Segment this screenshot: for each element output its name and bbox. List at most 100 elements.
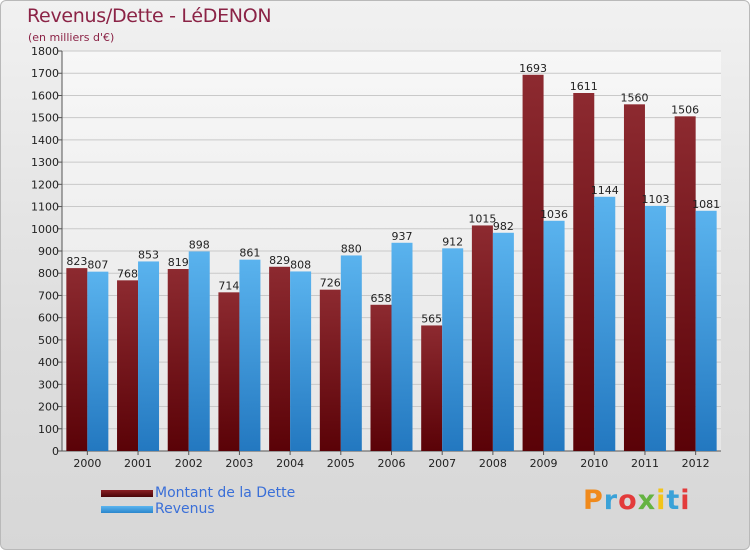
- x-tick-label: 2002: [175, 457, 203, 470]
- y-tick-label: 900: [38, 245, 59, 258]
- y-tick-label: 0: [52, 445, 59, 458]
- bar-revenus: [87, 271, 109, 451]
- y-tick-label: 300: [38, 378, 59, 391]
- bar-dette: [319, 289, 341, 451]
- x-tick-label: 2006: [378, 457, 406, 470]
- x-tick-label: 2010: [580, 457, 608, 470]
- logo-letter: P: [583, 485, 604, 516]
- x-tick-label: 2001: [124, 457, 152, 470]
- data-label-revenus: 853: [138, 248, 159, 261]
- bar-dette: [117, 280, 139, 451]
- chart-subtitle: (en milliers d'€): [28, 31, 115, 44]
- legend-label-revenus: Revenus: [155, 501, 215, 517]
- chart-title: Revenus/Dette - LéDENON: [27, 5, 272, 27]
- data-label-dette: 1015: [468, 212, 496, 225]
- bar-dette: [167, 269, 189, 451]
- data-label-revenus: 1103: [641, 193, 669, 206]
- y-tick-label: 600: [38, 312, 59, 325]
- logo-letter: o: [618, 485, 638, 516]
- data-label-revenus: 807: [87, 259, 108, 272]
- data-label-dette: 1560: [620, 91, 648, 104]
- y-tick-label: 1200: [31, 178, 59, 191]
- bar-dette: [421, 325, 443, 451]
- bar-dette: [218, 292, 240, 451]
- data-label-dette: 1611: [570, 80, 598, 93]
- y-tick-label: 1400: [31, 134, 59, 147]
- legend-swatch-dette: [101, 490, 153, 497]
- x-tick-label: 2009: [530, 457, 558, 470]
- logo-letter: r: [603, 485, 619, 516]
- y-tick-label: 1300: [31, 156, 59, 169]
- x-tick-label: 2007: [428, 457, 456, 470]
- bar-revenus: [492, 232, 514, 451]
- bar-revenus: [290, 271, 312, 451]
- data-label-revenus: 912: [442, 235, 463, 248]
- data-label-revenus: 898: [189, 238, 210, 251]
- data-label-revenus: 982: [493, 220, 514, 233]
- data-label-revenus: 1036: [540, 208, 568, 221]
- x-tick-label: 2003: [225, 457, 253, 470]
- bar-dette: [471, 225, 493, 451]
- data-label-revenus: 1081: [692, 198, 720, 211]
- bar-dette: [66, 268, 88, 451]
- y-tick-label: 200: [38, 401, 59, 414]
- data-label-revenus: 808: [290, 258, 311, 271]
- bar-revenus: [543, 220, 565, 451]
- bar-revenus: [442, 248, 464, 451]
- data-label-dette: 726: [320, 277, 341, 290]
- y-tick-label: 1000: [31, 223, 59, 236]
- proxiti-logo: Proxiti: [583, 485, 691, 516]
- y-tick-label: 1500: [31, 112, 59, 125]
- bar-revenus: [391, 242, 413, 451]
- bar-dette: [674, 116, 696, 451]
- data-label-revenus: 861: [239, 247, 260, 260]
- data-label-dette: 714: [218, 279, 239, 292]
- data-label-dette: 658: [371, 292, 392, 305]
- x-tick-label: 2004: [276, 457, 304, 470]
- bar-dette: [269, 266, 291, 451]
- data-label-revenus: 937: [392, 230, 413, 243]
- y-tick-label: 100: [38, 423, 59, 436]
- data-label-dette: 1693: [519, 62, 547, 75]
- y-tick-label: 1700: [31, 67, 59, 80]
- data-label-dette: 829: [269, 254, 290, 267]
- logo-letter: i: [656, 485, 667, 516]
- data-label-revenus: 880: [341, 242, 362, 255]
- bar-dette: [573, 93, 595, 451]
- y-tick-label: 700: [38, 289, 59, 302]
- bar-dette: [370, 304, 392, 451]
- bar-revenus: [594, 196, 616, 451]
- logo-letter: i: [680, 485, 691, 516]
- legend-label-dette: Montant de la Dette: [155, 485, 296, 501]
- x-tick-label: 2005: [327, 457, 355, 470]
- data-label-dette: 768: [117, 267, 138, 280]
- y-tick-label: 1100: [31, 201, 59, 214]
- data-label-dette: 823: [66, 255, 87, 268]
- x-tick-label: 2000: [73, 457, 101, 470]
- bar-dette: [623, 104, 645, 451]
- y-tick-label: 500: [38, 334, 59, 347]
- legend-swatch-revenus: [101, 506, 153, 513]
- bar-revenus: [188, 251, 210, 451]
- bar-revenus: [340, 255, 362, 451]
- bar-revenus: [695, 210, 717, 451]
- x-tick-label: 2011: [631, 457, 659, 470]
- y-tick-label: 1800: [31, 45, 59, 58]
- x-tick-label: 2012: [682, 457, 710, 470]
- data-label-dette: 1506: [671, 103, 699, 116]
- y-tick-label: 400: [38, 356, 59, 369]
- bar-revenus: [239, 259, 261, 451]
- bar-dette: [522, 74, 544, 452]
- data-label-dette: 819: [168, 256, 189, 269]
- bar-revenus: [138, 261, 160, 451]
- logo-letter: t: [666, 485, 681, 516]
- y-tick-label: 1600: [31, 89, 59, 102]
- logo-letter: x: [637, 485, 657, 516]
- data-label-dette: 565: [421, 312, 442, 325]
- data-label-revenus: 1144: [591, 184, 619, 197]
- x-tick-label: 2008: [479, 457, 507, 470]
- y-tick-label: 800: [38, 267, 59, 280]
- bar-revenus: [644, 205, 666, 451]
